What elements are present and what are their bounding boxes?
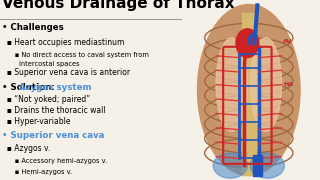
Text: ▪ Heart occupies mediastinum: ▪ Heart occupies mediastinum — [2, 38, 124, 47]
Text: ▪ Drains the thoracic wall: ▪ Drains the thoracic wall — [2, 106, 106, 115]
Text: ▪ “Not yoked; paired”: ▪ “Not yoked; paired” — [2, 95, 90, 104]
Ellipse shape — [216, 38, 247, 131]
Text: ▪ Azygos v.: ▪ Azygos v. — [2, 144, 50, 153]
Ellipse shape — [250, 153, 284, 178]
Text: ▪ Hyper-variable: ▪ Hyper-variable — [2, 117, 70, 126]
Bar — [242, 13, 256, 175]
Ellipse shape — [236, 29, 259, 58]
Text: ▪ No direct access to caval system from: ▪ No direct access to caval system from — [2, 52, 149, 58]
Text: intercostal spaces: intercostal spaces — [2, 61, 79, 67]
Text: Azygos system: Azygos system — [19, 83, 92, 92]
Text: HA: HA — [283, 82, 293, 87]
Text: Venous Drainage of Thorax: Venous Drainage of Thorax — [2, 0, 235, 11]
Text: • Challenges: • Challenges — [2, 23, 64, 32]
Text: • Solution:: • Solution: — [2, 83, 58, 92]
Text: ▪ Accessory hemi-azygos v.: ▪ Accessory hemi-azygos v. — [2, 158, 107, 164]
Ellipse shape — [250, 38, 282, 131]
Text: AV: AV — [283, 39, 292, 44]
Ellipse shape — [213, 153, 247, 178]
Ellipse shape — [197, 4, 300, 176]
Bar — [253, 155, 262, 176]
Text: • Superior vena cava: • Superior vena cava — [2, 131, 104, 140]
Text: ▪ Hemi-azygos v.: ▪ Hemi-azygos v. — [2, 169, 72, 175]
Text: ▪ Superior vena cava is anterior: ▪ Superior vena cava is anterior — [2, 68, 130, 77]
